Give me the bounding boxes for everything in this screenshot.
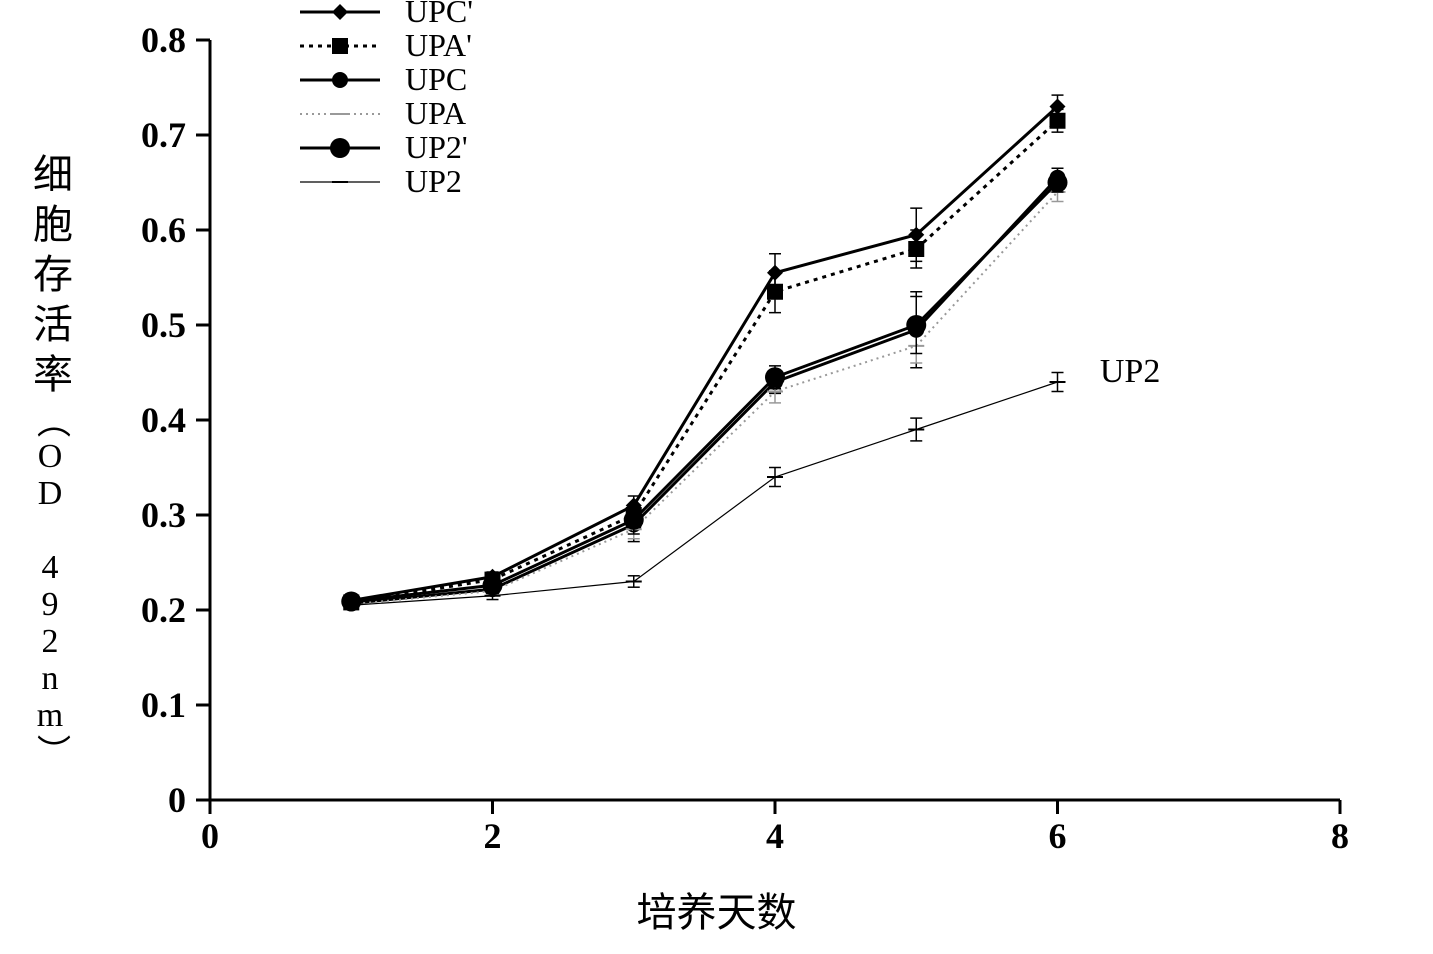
svg-text:UP2: UP2: [405, 163, 462, 199]
y-axis-label-paren: （OD 492nm）: [28, 404, 71, 768]
svg-text:0.2: 0.2: [141, 590, 186, 630]
line-chart: 00.10.20.30.40.50.60.70.802468UP2UPC'UPA…: [0, 0, 1433, 954]
svg-text:8: 8: [1331, 816, 1349, 856]
svg-text:0.8: 0.8: [141, 20, 186, 60]
svg-text:0.6: 0.6: [141, 210, 186, 250]
svg-text:0.3: 0.3: [141, 495, 186, 535]
chart-wrapper: { "chart": { "type": "line", "background…: [0, 0, 1433, 954]
svg-text:UP2': UP2': [405, 129, 468, 165]
svg-text:UPA': UPA': [405, 27, 472, 63]
y-axis-label: 细 胞 存 活 率 （OD 492nm）: [28, 150, 78, 768]
svg-text:6: 6: [1049, 816, 1067, 856]
svg-text:0: 0: [168, 780, 186, 820]
svg-text:2: 2: [484, 816, 502, 856]
svg-text:UPA: UPA: [405, 95, 466, 131]
svg-text:0: 0: [201, 816, 219, 856]
x-axis-label: 培养天数: [0, 880, 1433, 938]
svg-text:UPC: UPC: [405, 61, 467, 97]
svg-text:4: 4: [766, 816, 784, 856]
svg-text:0.4: 0.4: [141, 400, 186, 440]
svg-text:0.5: 0.5: [141, 305, 186, 345]
svg-text:0.1: 0.1: [141, 685, 186, 725]
svg-text:UP2: UP2: [1100, 353, 1160, 390]
svg-text:UPC': UPC': [405, 0, 473, 29]
svg-text:0.7: 0.7: [141, 115, 186, 155]
